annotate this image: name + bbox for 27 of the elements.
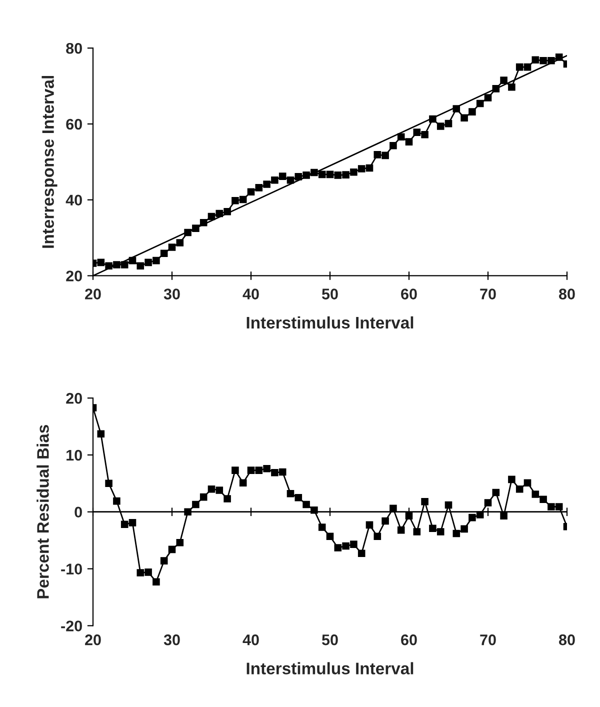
y-tick-label: 80 [66, 42, 82, 54]
x-tick-label: 20 [85, 288, 101, 300]
x-tick-label: 50 [322, 634, 338, 646]
x-tick-label: 40 [242, 288, 259, 300]
y-tick-label: 10 [66, 450, 82, 461]
y-axis-title: Interresponse Interval [42, 76, 58, 248]
y-tick-label: 20 [66, 270, 82, 282]
y-tick-label: -10 [61, 564, 82, 574]
y-tick-label: 20 [66, 392, 82, 404]
x-tick-label: 60 [401, 634, 417, 646]
y-tick-label: -20 [61, 620, 82, 632]
x-tick-label: 80 [558, 634, 575, 646]
x-tick-label: 80 [558, 288, 575, 300]
x-axis-title: Interstimulus Interval [246, 316, 414, 329]
y-axis-title: Percent Residual Bias [36, 425, 49, 598]
x-tick-label: 60 [401, 288, 417, 300]
x-tick-label: 50 [322, 288, 338, 300]
x-axis-title: Interstimulus Interval [246, 662, 414, 674]
x-tick-label: 30 [164, 288, 180, 300]
y-tick-label: 40 [66, 194, 82, 206]
x-tick-label: 30 [164, 634, 180, 646]
x-tick-label: 40 [242, 634, 259, 646]
x-tick-label: 70 [480, 634, 496, 646]
y-tick-label: 0 [74, 506, 82, 518]
x-tick-label: 70 [480, 288, 496, 300]
y-tick-label: 60 [66, 118, 82, 130]
x-tick-label: 20 [85, 634, 101, 646]
